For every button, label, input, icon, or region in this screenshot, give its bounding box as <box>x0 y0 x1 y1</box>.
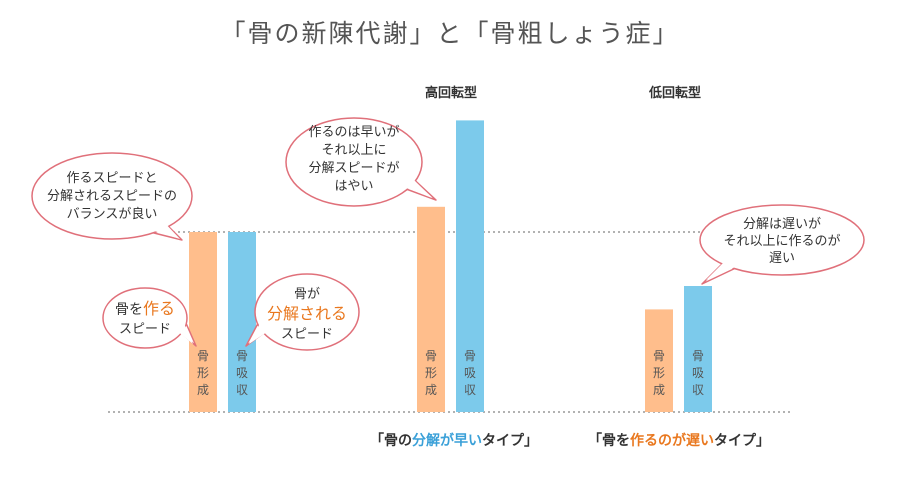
bar-label-formation-char: 形 <box>653 366 665 380</box>
caption-high-open: 「骨の <box>370 433 412 449</box>
bubble-high-turnover-line: 分解スピードが <box>308 161 399 176</box>
bar-label-resorption-char: 吸 <box>692 366 704 380</box>
bubble-balance-line: 作るスピードと <box>66 171 157 186</box>
bubble-balance-line: バランスが良い <box>67 206 158 222</box>
bar-label-resorption-char: 収 <box>236 383 248 397</box>
bar-label-formation: 骨形成 <box>197 349 209 397</box>
bubble-low-turnover-line: それ以上に作るのが <box>723 234 840 249</box>
bar-label-formation-char: 成 <box>653 383 665 397</box>
caption-low-accent: 作るのが遅い <box>630 433 714 449</box>
bar-label-resorption-char: 骨 <box>692 349 704 363</box>
bar-label-formation-char: 形 <box>197 366 209 380</box>
bubble-low-turnover-outline <box>699 204 865 276</box>
bar-label-formation: 骨形成 <box>653 349 665 397</box>
bubble-break-speed-outline <box>254 273 360 351</box>
bar-label-formation-char: 骨 <box>653 349 665 363</box>
bubble-high-turnover-tail-fill <box>396 170 432 198</box>
bar-label-resorption-char: 収 <box>692 383 704 397</box>
bubble-high-turnover-outline <box>285 117 423 207</box>
caption-high-accent: 分解が早い <box>412 433 482 449</box>
caption-high-close: タイプ」 <box>482 433 538 449</box>
caption-high-turnover: 「骨の分解が早いタイプ」 <box>370 430 538 450</box>
bubble-balance-tail-fill <box>148 220 180 239</box>
bar-label-resorption-char: 吸 <box>464 366 476 380</box>
bubble-make-speed-tail-fill <box>176 314 193 344</box>
bar-label-formation: 骨形成 <box>425 349 437 397</box>
bubble-high-turnover-line: はやい <box>334 179 373 194</box>
bubble-break-speed-post: スピード <box>281 327 333 342</box>
bar-label-formation-char: 成 <box>197 383 209 397</box>
bubble-make-speed-line1: 骨を作る <box>115 299 175 318</box>
bar-label-resorption-char: 収 <box>464 383 476 397</box>
bubble-balance-line: 分解されるスピードの <box>47 189 177 204</box>
bar-formation <box>417 206 445 412</box>
bar-label-resorption-char: 吸 <box>236 366 248 380</box>
bar-label-resorption-char: 骨 <box>464 349 476 363</box>
bar-label-resorption: 骨吸収 <box>692 349 704 397</box>
bar-label-resorption: 骨吸収 <box>236 349 248 397</box>
group-title-high-turnover: 高回転型 <box>424 86 477 101</box>
caption-low-turnover: 「骨を作るのが遅いタイプ」 <box>588 430 770 450</box>
bubble-break-speed-pre: 骨が <box>294 287 320 302</box>
bubble-balance-outline <box>31 152 193 240</box>
bubble-break-speed-tail-fill <box>249 312 270 344</box>
bubble-break-speed-accent: 分解される <box>267 304 347 323</box>
bubble-low-turnover-line: 遅い <box>769 251 795 266</box>
caption-low-open: 「骨を <box>588 433 630 449</box>
bar-resorption <box>684 286 712 412</box>
bubble-make-speed-line2: スピード <box>119 322 171 337</box>
caption-low-close: タイプ」 <box>714 433 770 449</box>
bubble-make-speed-pre: 骨を <box>115 302 143 318</box>
page-title: 「骨の新陳代謝」と「骨粗しょう症」 <box>220 19 680 48</box>
bar-label-formation-char: 骨 <box>197 349 209 363</box>
bubble-make-speed-accent: 作る <box>143 299 175 318</box>
bar-label-formation-char: 骨 <box>425 349 437 363</box>
bar-resorption <box>228 232 256 412</box>
bar-formation <box>189 232 217 412</box>
bubble-make-speed-outline <box>102 287 188 349</box>
bubble-high-turnover-line: それ以上に <box>321 143 386 158</box>
bubble-low-turnover-tail-fill <box>706 260 742 280</box>
group-title-low-turnover: 低回転型 <box>648 86 701 101</box>
bar-label-resorption-char: 骨 <box>236 349 248 363</box>
bubble-high-turnover-line: 作るのは早いが <box>308 125 399 140</box>
bar-label-formation-char: 成 <box>425 383 437 397</box>
bar-resorption <box>456 120 484 413</box>
bar-formation <box>645 309 673 412</box>
bar-label-formation-char: 形 <box>425 366 437 380</box>
bubble-low-turnover-line: 分解は遅いが <box>743 217 821 232</box>
bar-label-resorption: 骨吸収 <box>464 349 476 397</box>
